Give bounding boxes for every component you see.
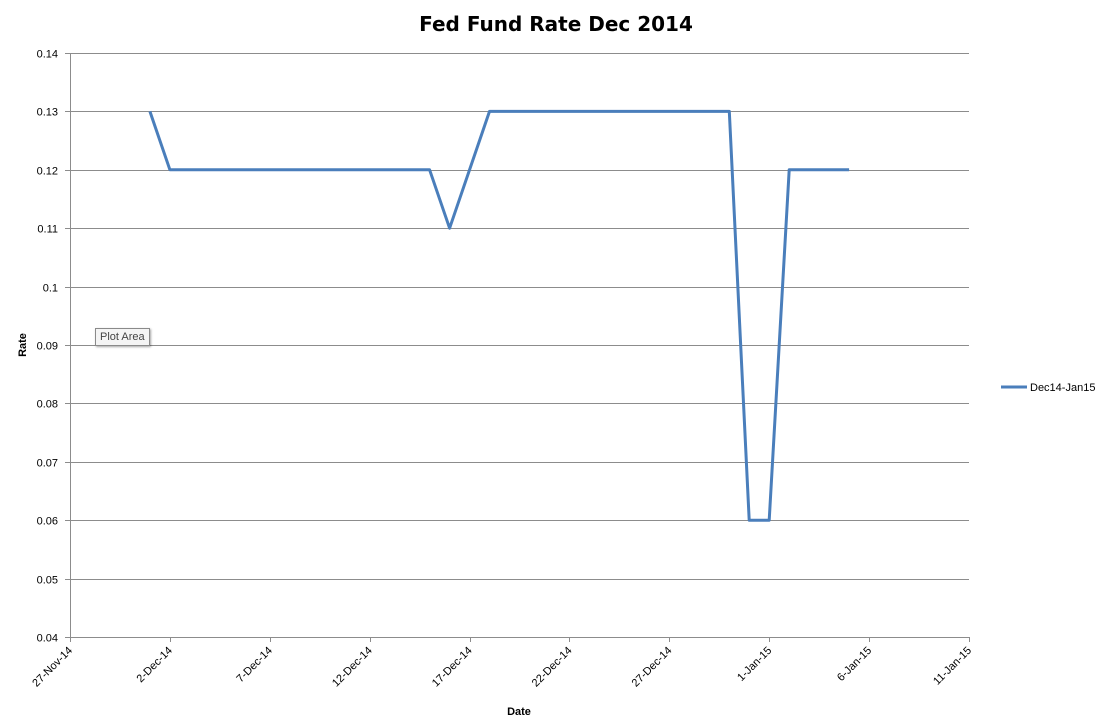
series-layer: [148, 109, 850, 522]
x-tick-label: 17-Dec-14: [430, 645, 475, 690]
y-tick-label: 0.06: [37, 516, 58, 528]
y-tick-labels: 0.04 0.05 0.06 0.07 0.08 0.09 0.1 0.11 0.12 0.13 0…: [37, 49, 58, 645]
y-tick-label: 0.04: [37, 633, 58, 645]
x-tick-label: 1-Jan-15: [735, 645, 774, 684]
legend: Dec14-Jan15: [1001, 382, 1095, 394]
y-tick-label: 0.14: [37, 49, 58, 61]
x-tick-label: 11-Jan-15: [931, 645, 974, 688]
plot-area-tooltip: Plot Area: [95, 328, 150, 346]
gridlines: [65, 53, 969, 638]
x-tick-label: 27-Nov-14: [30, 645, 75, 690]
chart-title: Fed Fund Rate Dec 2014: [419, 12, 693, 36]
series-line-dec14-jan15: [148, 109, 850, 522]
x-tick-labels: 27-Nov-14 2-Dec-14 7-Dec-14 12-Dec-14 17-Dec…: [30, 637, 974, 689]
x-tick-label: 22-Dec-14: [530, 645, 575, 690]
x-tick-label: 7-Dec-14: [234, 645, 274, 685]
legend-label-dec14-jan15: Dec14-Jan15: [1030, 382, 1095, 394]
y-tick-label: 0.13: [37, 107, 58, 119]
x-tick-label: 6-Jan-15: [835, 645, 874, 684]
y-axis-title: Rate: [17, 333, 29, 357]
y-tick-label: 0.05: [37, 575, 58, 587]
x-tick-label: 12-Dec-14: [330, 645, 375, 690]
axes: [70, 53, 969, 638]
y-tick-label: 0.09: [37, 341, 58, 353]
x-tick-label: 27-Dec-14: [630, 645, 675, 690]
y-tick-label: 0.1: [43, 283, 58, 295]
y-tick-label: 0.12: [37, 166, 58, 178]
y-tick-label: 0.07: [37, 458, 58, 470]
y-tick-label: 0.11: [37, 224, 58, 236]
x-axis-title: Date: [507, 706, 531, 718]
y-tick-label: 0.08: [37, 399, 58, 411]
x-tick-label: 2-Dec-14: [135, 645, 175, 685]
